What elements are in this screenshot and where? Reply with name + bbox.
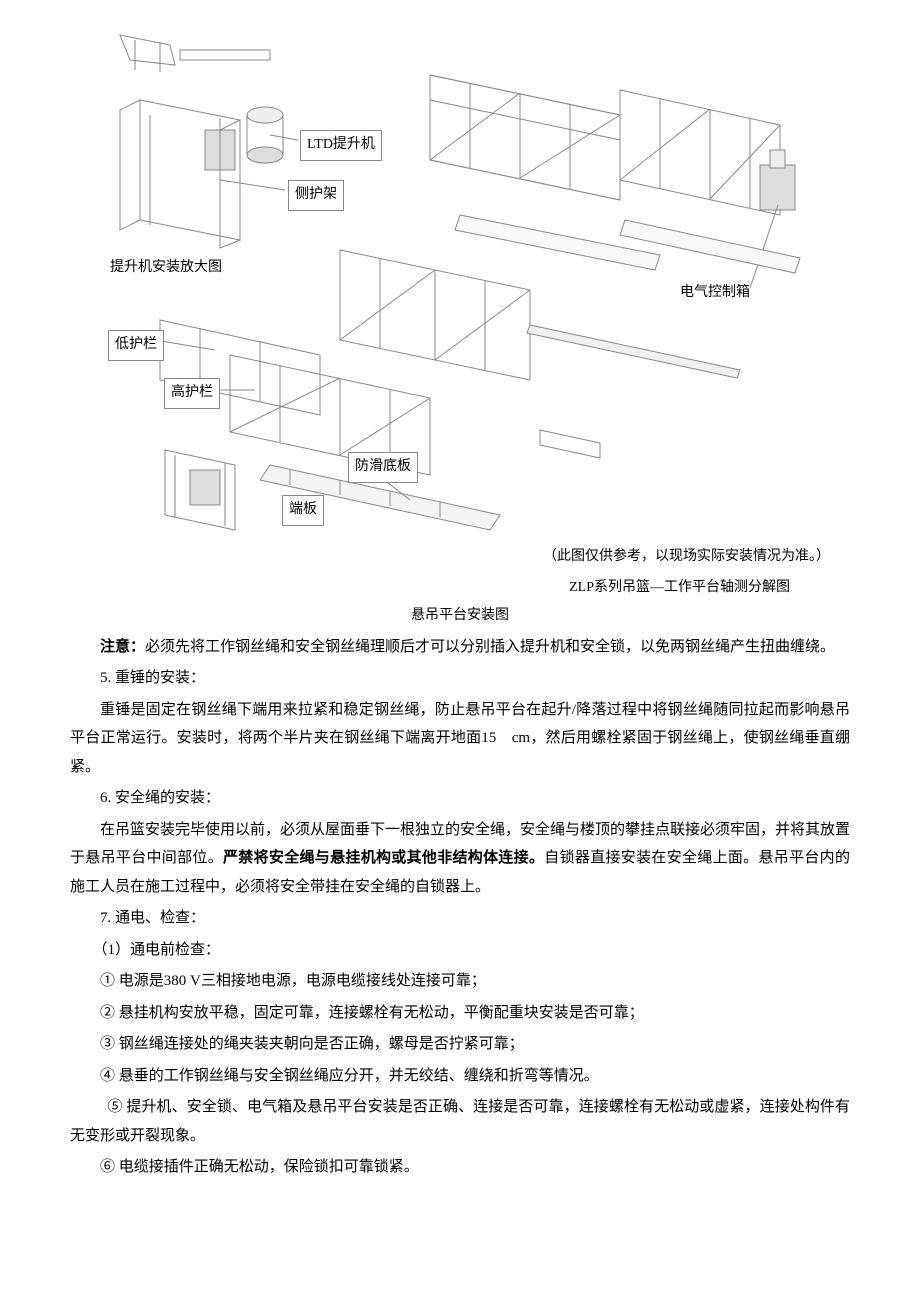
caption-note: （此图仅供参考，以现场实际安装情况为准。） <box>70 544 850 571</box>
notice-label: 注意： <box>100 639 145 655</box>
notice-paragraph: 注意：必须先将工作钢丝绳和安全钢丝绳理顺后才可以分别插入提升机和安全锁，以免两钢… <box>70 633 850 662</box>
label-end-board: 端板 <box>282 495 324 526</box>
exploded-diagram: LTD提升机 侧护架 提升机安装放大图 低护栏 高护栏 防滑底板 端板 电气控制… <box>60 20 840 540</box>
section-6-bold: 严禁将安全绳与悬挂机构或其他非结构体连接。 <box>223 850 544 866</box>
check-item-3: ③ 钢丝绳连接处的绳夹装夹朝向是否正确，螺母是否拧紧可靠； <box>70 1030 850 1059</box>
notice-body: 必须先将工作钢丝绳和安全钢丝绳理顺后才可以分别插入提升机和安全锁，以免两钢丝绳产… <box>145 639 835 655</box>
label-low-rail: 低护栏 <box>108 330 164 361</box>
label-ltd-hoist: LTD提升机 <box>300 130 382 161</box>
label-high-rail: 高护栏 <box>164 378 220 409</box>
check-item-6: ⑥ 电缆接插件正确无松动，保险锁扣可靠锁紧。 <box>70 1153 850 1182</box>
caption-main: 悬吊平台安装图 <box>70 603 850 630</box>
check-item-4: ④ 悬垂的工作钢丝绳与安全钢丝绳应分开，并无绞结、缠绕和折弯等情况。 <box>70 1062 850 1091</box>
check-item-2: ② 悬挂机构安放平稳，固定可靠，连接螺栓有无松动，平衡配重块安装是否可靠； <box>70 999 850 1028</box>
check-item-1: ① 电源是380 V三相接地电源，电源电缆接线处连接可靠； <box>70 967 850 996</box>
label-control-box: 电气控制箱 <box>680 280 750 307</box>
section-6-title: 6. 安全绳的安装： <box>70 784 850 813</box>
section-7-sub: （1）通电前检查： <box>70 936 850 965</box>
check-item-5: ⑤ 提升机、安全锁、电气箱及悬吊平台安装是否正确、连接是否可靠，连接螺栓有无松动… <box>70 1093 850 1150</box>
label-anti-slip: 防滑底板 <box>348 452 418 483</box>
document-body: 注意：必须先将工作钢丝绳和安全钢丝绳理顺后才可以分别插入提升机和安全锁，以免两钢… <box>70 633 850 1182</box>
section-5-title: 5. 重锤的安装： <box>70 664 850 693</box>
section-5-body: 重锤是固定在钢丝绳下端用来拉紧和稳定钢丝绳，防止悬吊平台在起升/降落过程中将钢丝… <box>70 696 850 782</box>
label-hoist-detail: 提升机安装放大图 <box>110 255 222 282</box>
section-6-body: 在吊篮安装完毕使用以前，必须从屋面垂下一根独立的安全绳，安全绳与楼顶的攀挂点联接… <box>70 816 850 902</box>
label-side-guard: 侧护架 <box>288 180 344 211</box>
section-7-title: 7. 通电、检查： <box>70 904 850 933</box>
caption-series: ZLP系列吊篮—工作平台轴测分解图 <box>70 575 850 602</box>
